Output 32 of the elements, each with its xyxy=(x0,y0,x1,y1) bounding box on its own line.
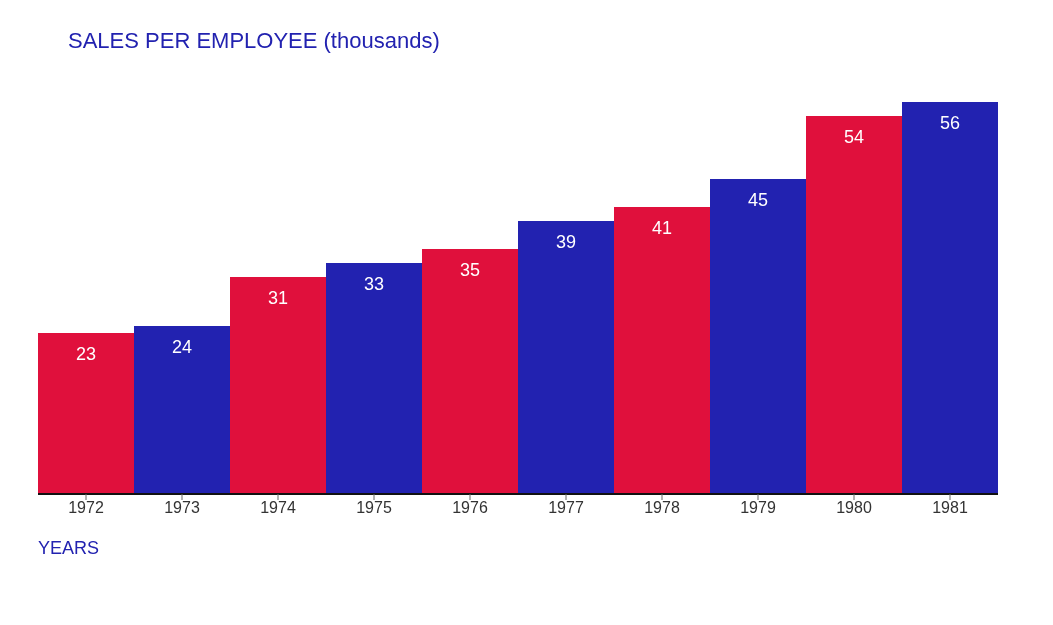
x-tick-label: 1975 xyxy=(356,499,392,517)
x-tick-label: 1981 xyxy=(932,499,968,517)
bar xyxy=(614,207,710,494)
data-label: 23 xyxy=(75,343,97,364)
x-tick-label: 1978 xyxy=(644,499,680,517)
bar xyxy=(134,326,230,494)
x-tick-label: 1972 xyxy=(68,499,104,517)
data-label: 33 xyxy=(363,273,385,294)
x-tick-label: 1973 xyxy=(164,499,200,517)
chart-title: SALES PER EMPLOYEE (thousands) xyxy=(67,27,441,54)
x-tick-label: 1974 xyxy=(260,499,296,517)
bar xyxy=(902,102,998,494)
data-label: 41 xyxy=(651,217,673,238)
bar xyxy=(38,333,134,494)
x-tick-label: 1980 xyxy=(836,499,872,517)
data-label: 45 xyxy=(747,189,769,210)
data-label: 24 xyxy=(171,336,193,357)
data-label: 31 xyxy=(267,287,289,308)
bar xyxy=(710,179,806,494)
data-label: 39 xyxy=(555,231,577,252)
x-tick-label: 1977 xyxy=(548,499,584,517)
x-tick-label: 1976 xyxy=(452,499,488,517)
bar xyxy=(422,249,518,494)
x-tick-label: 1979 xyxy=(740,499,776,517)
bar xyxy=(230,277,326,494)
data-label: 35 xyxy=(459,259,481,280)
bar xyxy=(806,116,902,494)
bar xyxy=(518,221,614,494)
data-label: 56 xyxy=(939,112,961,133)
x-axis-title: YEARS xyxy=(38,538,100,558)
bar xyxy=(326,263,422,494)
data-label: 54 xyxy=(843,126,865,147)
